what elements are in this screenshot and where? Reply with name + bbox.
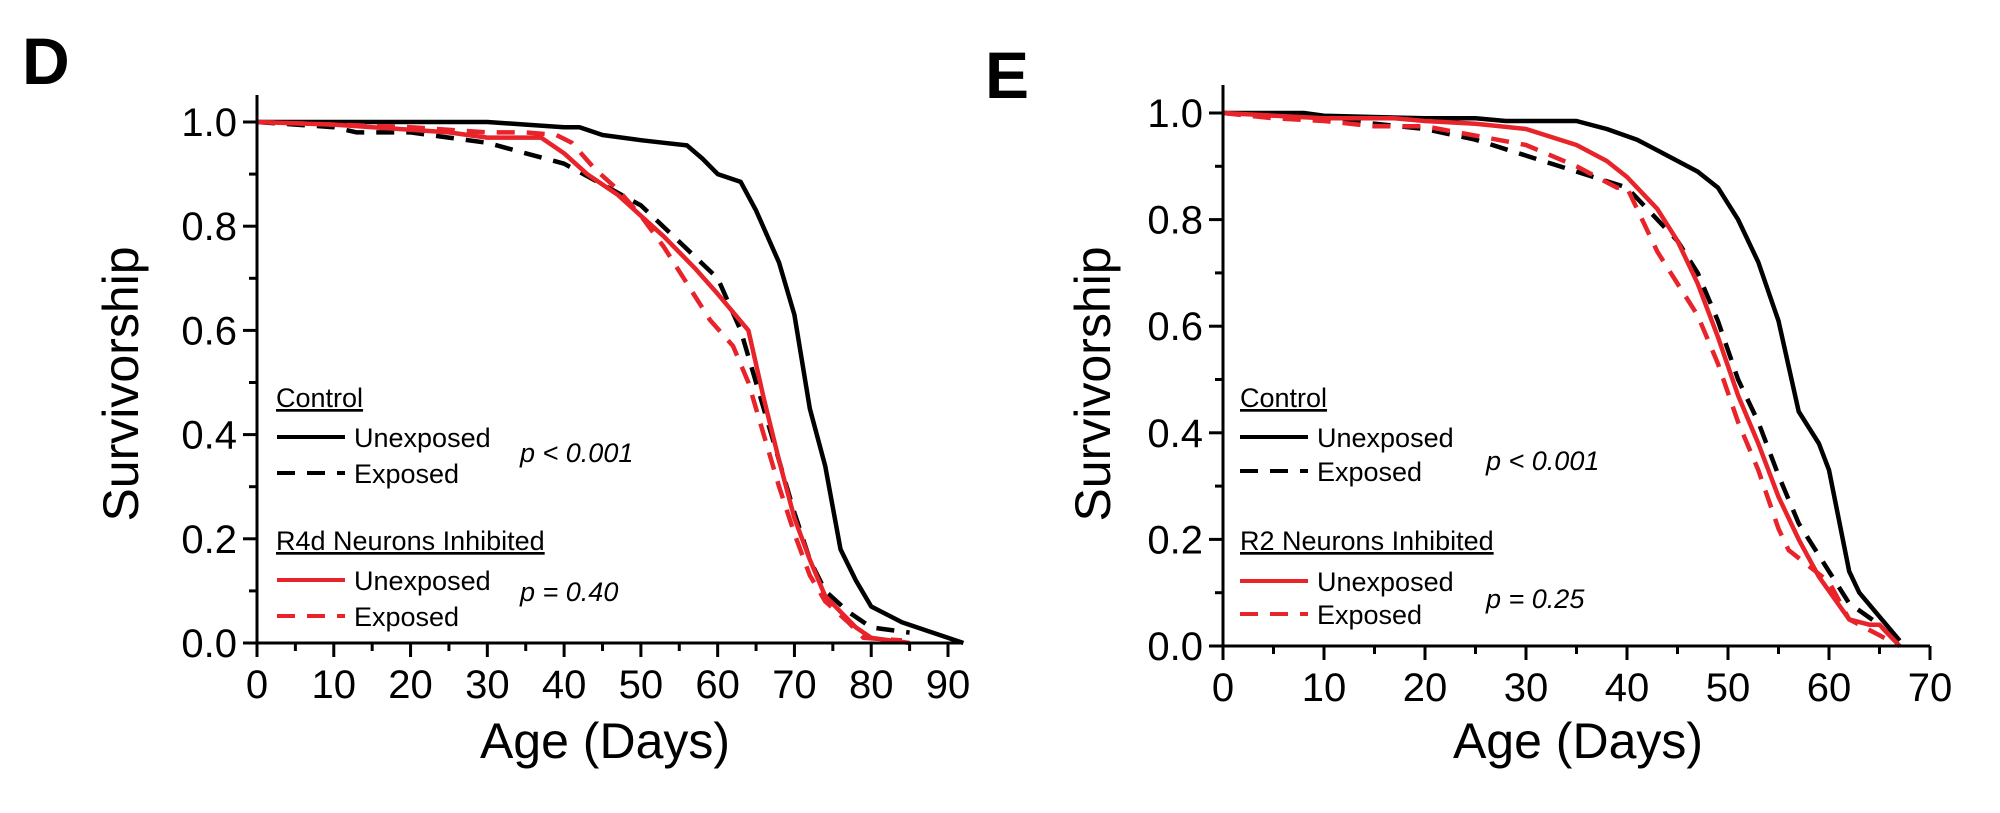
y-tick-label: 0.6	[181, 309, 237, 353]
legend-entry: Exposed	[354, 602, 459, 632]
y-tick-label: 0.2	[181, 518, 237, 562]
x-tick-label: 10	[1302, 666, 1347, 710]
series-line-1	[256, 119, 910, 635]
y-axis-title: Survivorship	[93, 246, 149, 521]
x-tick-label: 40	[1605, 666, 1650, 710]
p-value: p = 0.40	[519, 577, 618, 607]
series-line-3	[256, 119, 903, 643]
panel-e: E Survivorship Age (Days) 0 10 20 30 40 50 60 7…	[985, 38, 1952, 769]
legend-group-title: R2 Neurons Inhibited	[1240, 526, 1494, 556]
legend-entry: Unexposed	[1317, 567, 1454, 597]
y-tick-label: 1.0	[1147, 92, 1203, 136]
x-axis-title: Age (Days)	[1453, 713, 1703, 769]
legend-entry: Unexposed	[354, 423, 491, 453]
legend-entry: Exposed	[1317, 457, 1422, 487]
y-tick-label: 0.6	[1147, 305, 1203, 349]
x-tick-label: 70	[772, 663, 817, 707]
panel-label-e: E	[985, 38, 1029, 112]
legend-entry: Exposed	[1317, 600, 1422, 630]
legend-entry: Unexposed	[1317, 423, 1454, 453]
legend: Control Unexposed Exposed p < 0.001 R4d …	[276, 383, 633, 632]
x-tick-label: 50	[619, 663, 664, 707]
legend-group-title: R4d Neurons Inhibited	[276, 526, 545, 556]
x-tick-label: 0	[1212, 666, 1234, 710]
p-value: p = 0.25	[1485, 584, 1585, 614]
y-tick-label: 0.4	[181, 414, 237, 458]
y-tick-label: 0.0	[181, 622, 237, 666]
y-tick-label: 1.0	[181, 101, 237, 145]
y-tick-label: 0.2	[1147, 518, 1203, 562]
x-tick-label: 70	[1908, 666, 1953, 710]
x-tick-label: 30	[465, 663, 510, 707]
series-line-2	[256, 119, 910, 646]
y-tick-label: 0.0	[1147, 625, 1203, 669]
x-tick-label: 0	[246, 663, 268, 707]
x-tick-label: 60	[1807, 666, 1852, 710]
plot-area: 0 10 20 30 40 50 60 70 0.0 0.2 0.4 0.6 0.8 1.0	[1147, 85, 1952, 710]
x-tick-label: 10	[312, 663, 357, 707]
plot-area: 0 10 20 30 40 50 60 70 80 90 0.0 0.2 0.4 0.6 0.8 1.0	[181, 95, 970, 707]
legend-group-title: Control	[276, 383, 363, 413]
series-line-3	[1222, 110, 1901, 648]
y-tick-label: 0.8	[181, 205, 237, 249]
x-tick-label: 20	[1403, 666, 1448, 710]
panel-label-d: D	[22, 24, 70, 98]
panel-d: D Survivorship Age (Days) 0 10 20 30 40 50 60 7…	[22, 24, 970, 769]
x-tick-label: 20	[388, 663, 433, 707]
y-tick-label: 0.4	[1147, 412, 1203, 456]
p-value: p < 0.001	[519, 438, 633, 468]
p-value: p < 0.001	[1485, 446, 1599, 476]
series-line-1	[1222, 110, 1902, 648]
x-tick-label: 60	[695, 663, 740, 707]
series-line-0	[1223, 110, 1902, 643]
legend-entry: Exposed	[354, 459, 459, 489]
y-tick-label: 0.8	[1147, 199, 1203, 243]
legend-entry: Unexposed	[354, 566, 491, 596]
legend-group-title: Control	[1240, 383, 1327, 413]
x-tick-label: 50	[1706, 666, 1751, 710]
series-line-2	[1222, 110, 1902, 648]
x-axis-title: Age (Days)	[480, 713, 730, 769]
series-line-0	[257, 119, 965, 646]
x-tick-label: 40	[542, 663, 587, 707]
x-tick-label: 30	[1504, 666, 1549, 710]
x-tick-label: 80	[849, 663, 894, 707]
legend: Control Unexposed Exposed p < 0.001 R2 N…	[1240, 383, 1599, 630]
y-axis-title: Survivorship	[1065, 246, 1121, 521]
x-tick-label: 90	[926, 663, 971, 707]
